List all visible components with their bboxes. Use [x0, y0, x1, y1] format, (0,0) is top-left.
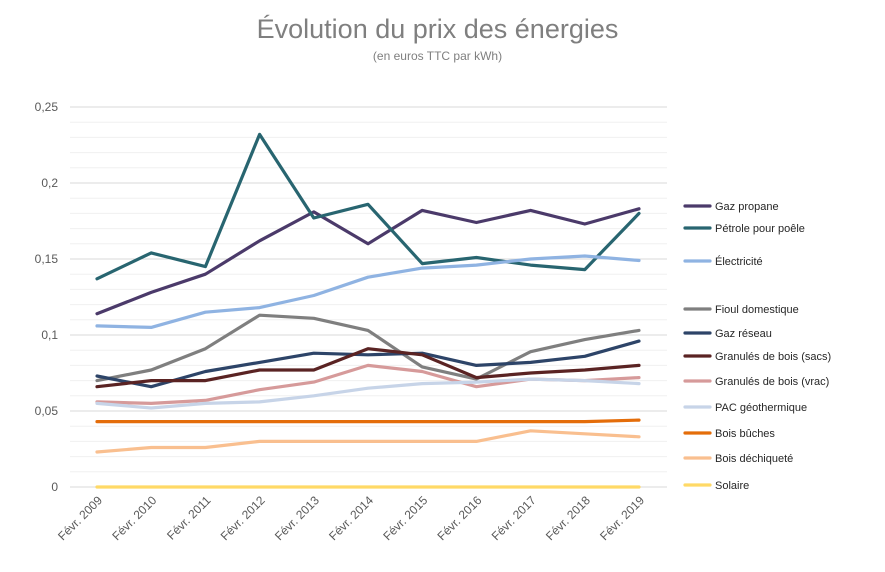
- x-tick-label: Févr. 2009: [55, 493, 105, 543]
- grid-lines: [70, 106, 667, 488]
- x-tick-label: Févr. 2018: [543, 493, 593, 543]
- series-line: [95, 418, 641, 424]
- x-tick-label: Févr. 2011: [164, 493, 214, 543]
- x-tick-label: Févr. 2010: [109, 493, 159, 543]
- x-tick-label: Févr. 2015: [380, 493, 430, 543]
- y-tick-label: 0,05: [35, 404, 59, 418]
- series-line: [95, 339, 641, 389]
- legend-label: Électricité: [715, 255, 763, 268]
- y-tick-label: 0,15: [35, 252, 59, 266]
- x-tick-label: Févr. 2019: [597, 493, 647, 543]
- legend-label: Bois déchiqueté: [715, 453, 793, 465]
- x-tick-label: Févr. 2017: [489, 493, 539, 543]
- legend-label: Granulés de bois (sacs): [715, 351, 831, 363]
- y-tick-label: 0: [51, 480, 58, 494]
- legend-label: PAC géothermique: [715, 402, 807, 414]
- x-tick-label: Févr. 2016: [435, 493, 485, 543]
- y-tick-label: 0,2: [41, 176, 58, 190]
- legend-label: Gaz réseau: [715, 328, 772, 340]
- x-tick-label: Févr. 2013: [272, 493, 322, 543]
- y-tick-label: 0,25: [35, 100, 59, 114]
- y-axis-ticks: 0 0,05 0,1 0,15 0,2 0,25: [35, 100, 59, 494]
- series-line: [95, 313, 641, 383]
- x-axis-ticks: Févr. 2009 Févr. 2010 Févr. 2011 Févr. 2012…: [55, 493, 647, 543]
- x-tick-label: Févr. 2012: [218, 493, 268, 543]
- legend-label: Gaz propane: [715, 201, 779, 213]
- chart-title: Évolution du prix des énergies: [256, 14, 619, 44]
- legend: Gaz propane Pétrole pour poêle Électricité…: [683, 201, 831, 492]
- series-line: [95, 254, 641, 329]
- y-tick-label: 0,1: [41, 328, 58, 342]
- legend-label: Granulés de bois (vrac): [715, 376, 829, 388]
- series-line: [95, 429, 641, 454]
- x-tick-label: Févr. 2014: [326, 493, 376, 543]
- legend-label: Solaire: [715, 480, 749, 492]
- series-lines: [95, 132, 641, 489]
- chart-subtitle: (en euros TTC par kWh): [372, 49, 503, 63]
- series-line: [95, 347, 641, 389]
- legend-label: Bois bûches: [715, 428, 775, 440]
- series-line: [95, 207, 641, 316]
- legend-label: Pétrole pour poêle: [715, 223, 805, 235]
- legend-label: Fioul domestique: [715, 304, 799, 316]
- series-line: [95, 132, 641, 281]
- series-line: [95, 377, 641, 410]
